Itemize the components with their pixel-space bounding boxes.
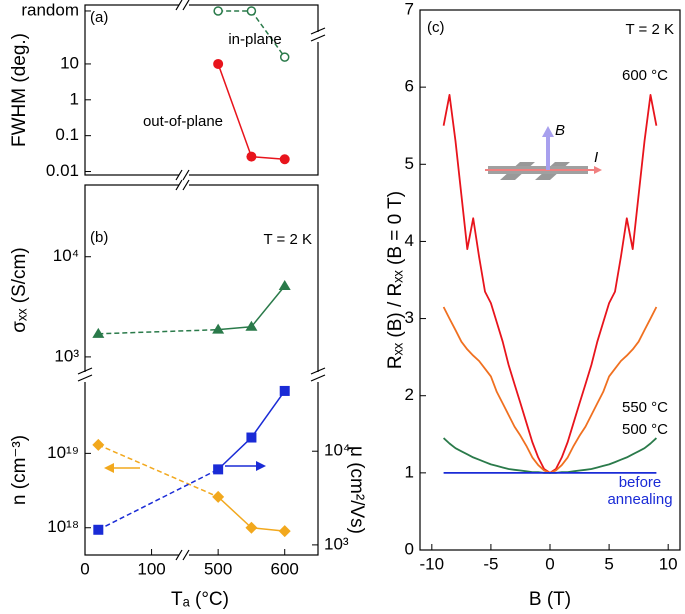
x-tick-label: 0 xyxy=(80,559,89,578)
marker xyxy=(278,525,291,538)
annotation: T = 2 K xyxy=(625,21,674,38)
y-tick-label: 0.01 xyxy=(46,161,79,180)
series-label: 500 °C xyxy=(622,421,668,438)
line xyxy=(442,306,658,474)
inset-label: B xyxy=(555,122,565,139)
marker xyxy=(245,521,258,534)
inset-label: I xyxy=(594,149,598,166)
y2-tick-label: 10⁴ xyxy=(324,441,350,460)
y-tick-label: random xyxy=(21,0,79,19)
marker xyxy=(212,323,225,334)
y2-axis-label: μ (cm²/Vs) xyxy=(346,446,367,534)
line-segment xyxy=(217,496,252,529)
line-segment xyxy=(97,468,219,531)
frame xyxy=(84,184,319,556)
x-tick-label: 10 xyxy=(659,554,678,573)
line-segment xyxy=(250,10,286,58)
marker xyxy=(213,58,224,69)
line-segment xyxy=(217,63,253,157)
marker xyxy=(92,327,105,338)
marker xyxy=(92,438,105,451)
x-tick-label: 0 xyxy=(545,554,554,573)
y-tick-label: 10¹⁸ xyxy=(47,517,79,536)
y2-tick-label: 10³ xyxy=(324,534,349,553)
y-tick-label: 0.1 xyxy=(55,125,79,144)
axis-breaks xyxy=(77,0,326,561)
inset-schematic xyxy=(485,126,602,180)
x-axis-label: Tₐ (°C) xyxy=(171,589,229,610)
series-label: in-plane xyxy=(228,31,281,48)
line-segment xyxy=(98,328,219,335)
x-tick-label: 500 xyxy=(204,559,232,578)
y-tick-label: 10⁴ xyxy=(53,246,79,265)
x-tick-label: -5 xyxy=(483,554,498,573)
y-tick-label: 3 xyxy=(405,308,414,327)
line-segment xyxy=(251,526,285,532)
marker xyxy=(93,524,104,535)
y-tick-label: 10³ xyxy=(54,346,79,365)
series-label: 600 °C xyxy=(622,67,668,84)
x-tick-label: 100 xyxy=(137,559,165,578)
marker xyxy=(246,151,257,162)
series-label: 550 °C xyxy=(622,399,668,416)
y-tick-label: 5 xyxy=(405,154,414,173)
line-segment xyxy=(251,155,285,160)
y-tick-label: 7 xyxy=(405,0,414,18)
x-tick-label: 600 xyxy=(271,559,299,578)
x-tick-label: 5 xyxy=(604,554,613,573)
y-axis-label: FWHM (deg.) xyxy=(9,33,30,147)
y-tick-label: 6 xyxy=(405,77,414,96)
marker xyxy=(279,52,290,62)
axis-arrows xyxy=(104,461,266,473)
marker xyxy=(245,320,258,331)
line-segment xyxy=(217,436,252,470)
frame xyxy=(419,9,681,551)
marker xyxy=(246,432,257,443)
series-label: out-of-plane xyxy=(143,113,223,130)
y-tick-label: 10 xyxy=(60,53,79,72)
marker xyxy=(246,6,257,16)
y-tick-label: 10¹⁹ xyxy=(47,443,79,462)
panel-label: (c) xyxy=(427,19,445,36)
panel-label: (b) xyxy=(90,229,108,246)
y-tick-label: 0 xyxy=(405,539,414,558)
annotation: T = 2 K xyxy=(263,231,312,248)
marker xyxy=(213,464,224,475)
line-segment xyxy=(98,444,219,498)
line-segment xyxy=(250,285,286,328)
y-tick-label: 2 xyxy=(405,385,414,404)
line-segment xyxy=(218,325,252,331)
marker xyxy=(279,385,290,396)
frame xyxy=(84,4,319,176)
marker xyxy=(278,280,291,291)
x-tick-label: -10 xyxy=(420,554,445,573)
y-tick-label: 4 xyxy=(405,231,414,250)
y-axis-label: Rₓₓ (B) / Rₓₓ (B = 0 T) xyxy=(385,191,406,369)
series-label: before annealing xyxy=(607,474,673,508)
marker xyxy=(279,154,290,165)
y-tick-label: 1 xyxy=(405,462,414,481)
line-segment xyxy=(250,390,286,438)
line xyxy=(442,437,658,474)
y-axis-label: σₓₓ (S/cm) xyxy=(9,247,30,332)
marker xyxy=(213,6,223,16)
y-tick-label: 1 xyxy=(70,89,79,108)
panel-label: (a) xyxy=(90,9,108,26)
x-axis-label: B (T) xyxy=(529,589,571,610)
marker xyxy=(212,490,225,503)
y-axis-label: n (cm⁻³) xyxy=(9,435,30,505)
